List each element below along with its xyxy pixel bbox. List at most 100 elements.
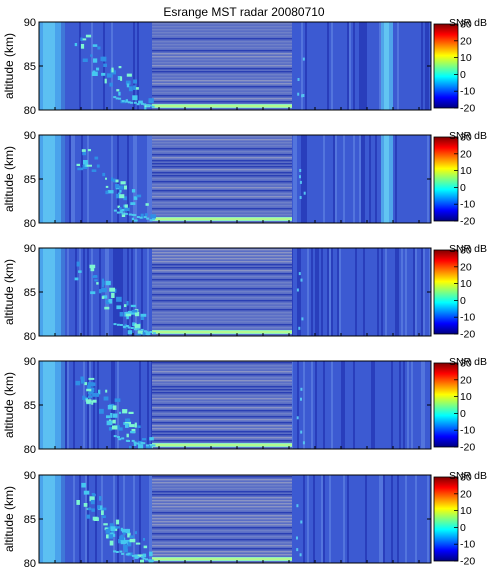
block-stripe — [152, 291, 292, 293]
block-stripe — [152, 288, 292, 290]
block-stripe — [152, 312, 292, 314]
noise-streak — [89, 361, 91, 449]
noise-streak — [353, 22, 355, 110]
noise-streak — [353, 135, 355, 223]
block-stripe — [152, 398, 292, 400]
echo-blob — [124, 304, 127, 307]
echo-blob — [120, 527, 123, 532]
echo-blob — [111, 177, 114, 182]
echo-tail — [143, 103, 147, 106]
block-stripe — [152, 62, 292, 64]
echo-blob — [84, 162, 88, 167]
echo-blob — [116, 296, 122, 302]
noise-streak — [301, 135, 303, 223]
echo-blob — [134, 324, 141, 329]
echo-blob — [81, 482, 86, 488]
echo-blob — [104, 78, 107, 84]
noise-streak — [365, 22, 367, 110]
block-stripe — [152, 83, 292, 85]
block-stripe — [152, 169, 292, 171]
echo-tail — [130, 327, 134, 329]
echo-blob — [112, 70, 116, 75]
noise-streak — [87, 361, 89, 449]
block-stripe — [152, 380, 292, 382]
noise-streak — [363, 248, 365, 336]
block-stripe — [152, 362, 292, 364]
noise-streak — [135, 248, 137, 336]
block-stripe — [152, 482, 292, 484]
noise-streak — [421, 22, 423, 110]
left-strip-edge — [61, 361, 65, 449]
edge-echo — [300, 520, 303, 524]
block-stripe — [152, 413, 292, 415]
echo-blob — [118, 185, 124, 190]
edge-echo — [298, 272, 301, 276]
noise-streak — [149, 135, 151, 223]
echo-blob — [109, 287, 115, 292]
echo-blob — [88, 377, 95, 380]
echo-blob — [101, 280, 105, 286]
echo-blob — [133, 87, 139, 90]
colorbar — [433, 476, 459, 562]
echo-blob — [91, 508, 95, 512]
noise-streak — [147, 135, 149, 223]
echo-blob — [87, 507, 92, 511]
noise-streak — [87, 248, 89, 336]
echo-blob — [132, 322, 136, 326]
noise-streak — [341, 361, 343, 449]
y-axis-label: altitude (km) — [2, 486, 16, 552]
echo-tail — [124, 212, 128, 215]
echo-tail — [139, 216, 143, 219]
noise-streak — [343, 135, 345, 223]
noise-streak — [373, 361, 375, 449]
echo-tail — [134, 554, 138, 557]
echo-blob — [137, 330, 144, 335]
block-stripe — [152, 440, 292, 442]
block-stripe — [152, 371, 292, 373]
block-stripe — [152, 395, 292, 397]
edge-echo — [302, 57, 305, 61]
echo-blob — [114, 526, 120, 529]
panel-1: 80 85 90 altitude (km) SNR dB -20 -10 0 10 20 30 — [2, 17, 487, 117]
panel-4: 80 85 90 altitude (km) SNR dB -20 -10 0 10 20 30 — [2, 356, 487, 456]
echo-blob — [110, 413, 113, 418]
noise-streak — [413, 248, 415, 336]
colorbar-tick-label: -20 — [460, 556, 475, 568]
noise-streak — [305, 135, 307, 223]
noise-streak — [397, 248, 399, 336]
echo-blob — [74, 277, 79, 281]
echo-tail — [130, 101, 134, 104]
colorbar-tick-label: -10 — [460, 86, 475, 98]
echo-blob — [82, 395, 86, 400]
left-strip-edge — [61, 248, 65, 336]
echo-blob — [119, 207, 122, 210]
echo-blob — [85, 34, 92, 38]
block-stripe — [152, 431, 292, 433]
noise-streak — [113, 475, 115, 563]
echo-blob — [120, 181, 126, 185]
noise-streak — [311, 361, 313, 449]
echo-blob — [97, 505, 101, 509]
echo-tail — [136, 556, 140, 559]
echo-blob — [99, 408, 104, 414]
block-stripe — [152, 524, 292, 526]
noise-streak — [139, 475, 141, 563]
block-stripe — [152, 377, 292, 379]
noise-streak — [379, 22, 381, 110]
y-tick-label: 85 — [24, 174, 36, 186]
noise-streak — [321, 475, 323, 563]
noise-streak — [411, 361, 413, 449]
block-stripe — [152, 35, 292, 37]
edge-echo — [303, 191, 306, 195]
noise-streak — [397, 22, 399, 110]
echo-blob — [122, 409, 128, 414]
echo-blob — [107, 190, 114, 194]
block-stripe — [152, 172, 292, 174]
echo-blob — [119, 411, 122, 414]
noise-streak — [353, 361, 355, 449]
y-axis-label: altitude (km) — [2, 33, 16, 99]
echo-blob — [104, 306, 110, 310]
noise-streak — [323, 475, 325, 563]
colorbar-tick-label: -20 — [460, 103, 475, 115]
